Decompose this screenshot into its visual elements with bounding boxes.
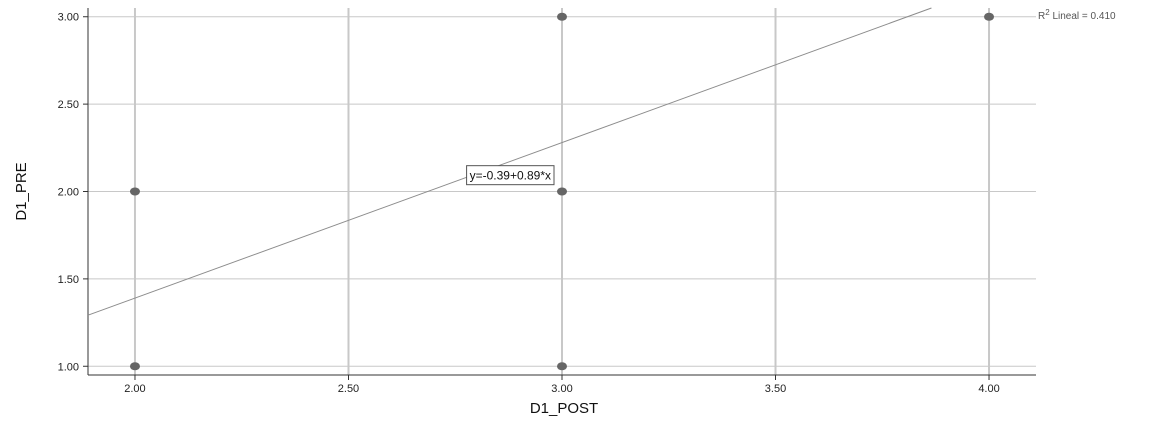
x-tick-label: 3.50 (765, 383, 786, 395)
fit-line-group (87, 7, 932, 316)
data-point (557, 187, 567, 196)
data-point (129, 362, 140, 371)
x-tick-label: 4.00 (978, 383, 999, 395)
r2-annotation: R2 Lineal = 0.410 (1038, 8, 1116, 22)
data-point (557, 12, 567, 21)
data-point (557, 362, 567, 371)
y-tick-label: 3.00 (58, 12, 79, 24)
fit-line (87, 7, 932, 316)
r2-symbol: R (1038, 11, 1045, 22)
x-axis-title: D1_POST (530, 400, 598, 417)
r2-superscript: 2 (1045, 8, 1050, 17)
x-tick-label: 2.00 (124, 383, 145, 395)
x-tick-label: 3.00 (551, 383, 572, 395)
data-point (984, 12, 995, 21)
y-tick-label: 2.00 (58, 187, 79, 199)
equation-label: y=-0.39+0.89*x (466, 165, 555, 186)
y-tick-label: 1.50 (58, 274, 79, 286)
x-tick-label: 2.50 (338, 383, 359, 395)
y-tick-label: 2.50 (58, 99, 79, 111)
y-tick-label: 1.00 (58, 361, 79, 373)
data-point (129, 187, 140, 196)
y-axis-title: D1_PRE (13, 162, 30, 220)
r2-value: Lineal = 0.410 (1050, 11, 1116, 22)
data-points (129, 12, 995, 371)
equation-box (466, 165, 555, 186)
tick-labels: 2.00 2.50 3.00 3.50 4.00 1.00 1.50 2.00 2.50 3.00 (58, 12, 1000, 395)
equation-text: y=-0.39+0.89*x (470, 169, 551, 183)
axes (83, 8, 1036, 380)
